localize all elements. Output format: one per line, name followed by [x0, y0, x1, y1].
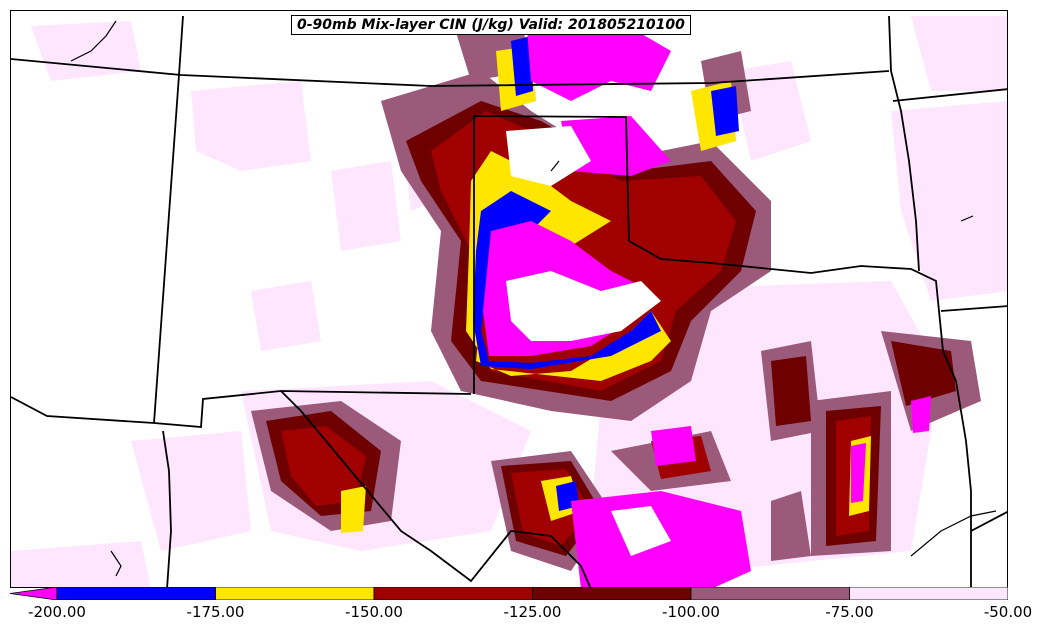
- map-title: 0-90mb Mix-layer CIN (J/kg) Valid: 20180…: [291, 15, 691, 35]
- colorbar-swatch: [849, 587, 1008, 600]
- map-panel: [10, 10, 1008, 588]
- colorbar-tick-label: -50.00: [983, 603, 1033, 621]
- colorbar-swatch: [56, 587, 216, 600]
- state-boundaries: [11, 15, 1007, 587]
- colorbar-swatch: [373, 587, 533, 600]
- colorbar-swatch: [690, 587, 850, 600]
- colorbar-swatches: [10, 587, 1008, 600]
- colorbar-tick-label: -100.00: [662, 603, 720, 621]
- colorbar-tick-label: -175.00: [186, 603, 245, 621]
- colorbar-tick-label: -150.00: [345, 603, 403, 621]
- colorbar-tick-label: -125.00: [503, 603, 562, 621]
- cin-white-interior: [506, 126, 671, 556]
- colorbar-swatch: [532, 587, 692, 600]
- colorbar-tick-label: -75.00: [825, 603, 874, 621]
- colorbar: [10, 587, 1008, 600]
- cin-field: [11, 15, 1007, 587]
- colorbar-swatch: [215, 587, 375, 600]
- coastline: [70, 20, 997, 577]
- colorbar-tick-label: -200.00: [28, 603, 86, 621]
- colorbar-extend-triangle: [10, 587, 58, 600]
